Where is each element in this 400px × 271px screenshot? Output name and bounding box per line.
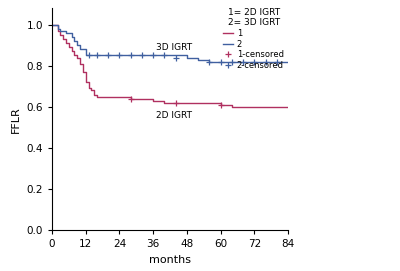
Point	[217, 103, 224, 107]
Point	[116, 53, 123, 58]
Point	[128, 96, 134, 101]
Point	[85, 53, 92, 58]
Point	[161, 53, 168, 58]
Point	[229, 59, 235, 64]
Point	[251, 59, 258, 64]
Text: 3D IGRT: 3D IGRT	[156, 43, 192, 52]
Point	[128, 53, 134, 58]
Point	[105, 53, 111, 58]
Y-axis label: FFLR: FFLR	[11, 106, 21, 133]
Point	[150, 53, 156, 58]
Point	[217, 59, 224, 64]
X-axis label: months: months	[149, 255, 191, 265]
Point	[262, 59, 269, 64]
Point	[139, 53, 145, 58]
Point	[94, 53, 100, 58]
Text: 2D IGRT: 2D IGRT	[156, 111, 192, 120]
Point	[172, 55, 179, 60]
Point	[274, 59, 280, 64]
Point	[240, 59, 246, 64]
Point	[172, 101, 179, 105]
Point	[206, 59, 212, 64]
Legend: 1, 2, 1-censored, 2-censored: 1, 2, 1-censored, 2-censored	[224, 8, 284, 70]
